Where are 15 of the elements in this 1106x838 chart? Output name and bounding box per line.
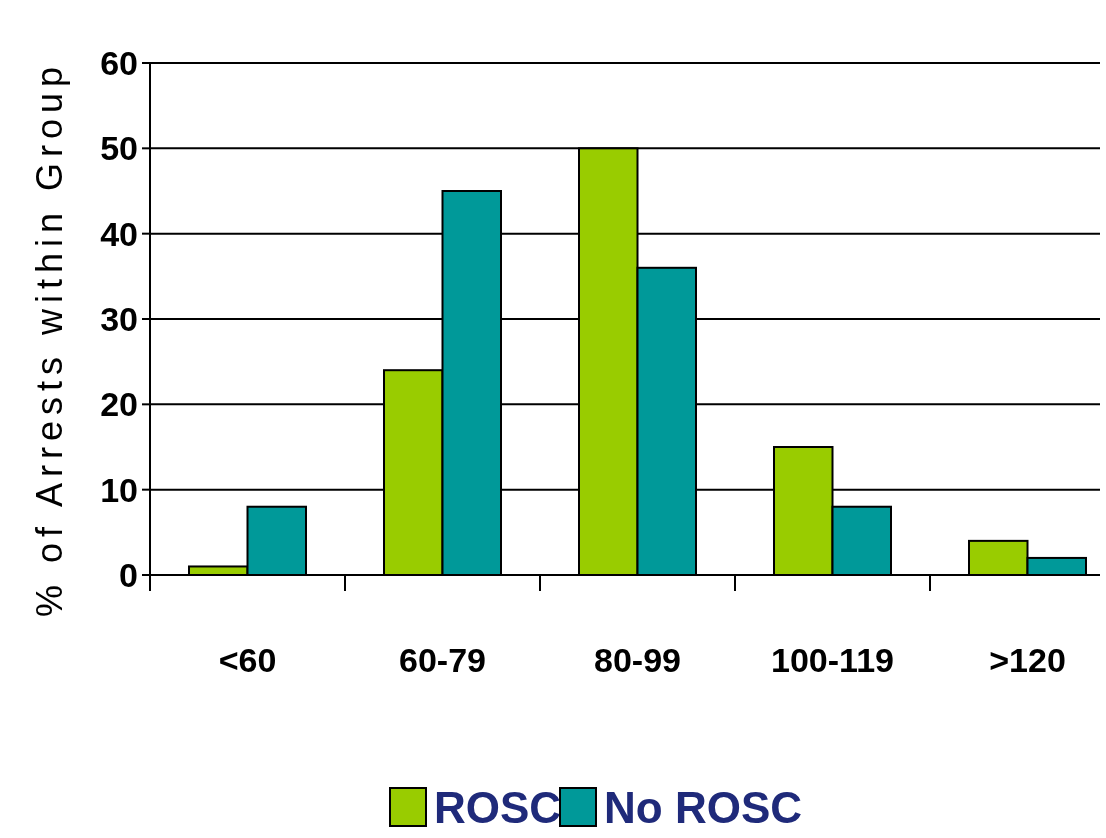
y-tick-label: 10 bbox=[100, 470, 138, 509]
y-tick-label: 60 bbox=[100, 43, 138, 82]
x-tick-label: 100-119 bbox=[771, 641, 894, 679]
legend-label: ROSC bbox=[434, 783, 562, 833]
x-tick-label: 60-79 bbox=[399, 641, 486, 679]
y-tick-label: 20 bbox=[100, 385, 138, 424]
legend-label: No ROSC bbox=[604, 783, 802, 833]
x-tick-label: <60 bbox=[218, 641, 277, 679]
y-tick-label: 50 bbox=[100, 129, 138, 168]
y-tick-label: 0 bbox=[119, 555, 138, 594]
y-axis-title: % of Arrests within Group bbox=[29, 60, 70, 618]
x-tick-label: >120 bbox=[989, 641, 1066, 679]
y-tick-label: 30 bbox=[100, 299, 138, 338]
x-tick-label: 80-99 bbox=[594, 641, 681, 679]
y-tick-label: 40 bbox=[100, 214, 138, 253]
